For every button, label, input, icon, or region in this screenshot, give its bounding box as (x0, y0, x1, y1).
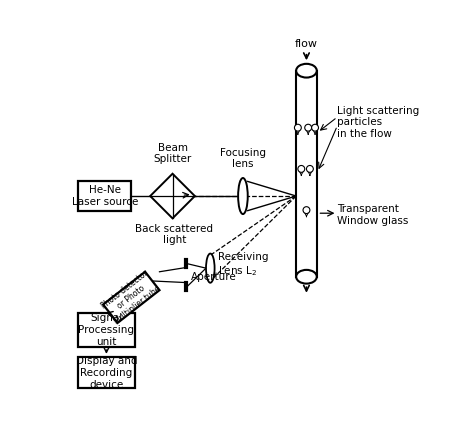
Text: Display and
Recording
device: Display and Recording device (76, 356, 137, 389)
Text: Light scattering
particles
in the flow: Light scattering particles in the flow (337, 106, 419, 139)
Ellipse shape (238, 178, 248, 214)
Text: Back scattered
light: Back scattered light (135, 223, 213, 245)
Ellipse shape (296, 64, 317, 78)
Polygon shape (150, 174, 195, 219)
Circle shape (311, 124, 319, 131)
Text: Receiving
Lens L$_2$: Receiving Lens L$_2$ (218, 252, 269, 277)
Ellipse shape (206, 254, 215, 283)
FancyBboxPatch shape (78, 181, 131, 211)
Polygon shape (103, 272, 159, 323)
FancyBboxPatch shape (78, 357, 135, 388)
Text: Signal
Processing
unit: Signal Processing unit (78, 314, 135, 347)
Circle shape (303, 206, 310, 214)
Circle shape (305, 124, 311, 131)
Circle shape (294, 124, 301, 131)
Circle shape (307, 165, 313, 172)
Text: Beam
Splitter: Beam Splitter (154, 143, 191, 164)
Text: Transparent
Window glass: Transparent Window glass (337, 204, 409, 226)
Text: He-Ne
Laser source: He-Ne Laser source (72, 185, 138, 207)
Text: Aperture: Aperture (191, 272, 237, 282)
Ellipse shape (296, 270, 317, 284)
Circle shape (298, 165, 305, 172)
Text: Photo detector
or Photo
Multiplier tube: Photo detector or Photo Multiplier tube (100, 268, 163, 326)
FancyBboxPatch shape (78, 313, 135, 347)
Text: Focusing
lens: Focusing lens (220, 148, 266, 169)
Text: flow: flow (295, 39, 318, 50)
